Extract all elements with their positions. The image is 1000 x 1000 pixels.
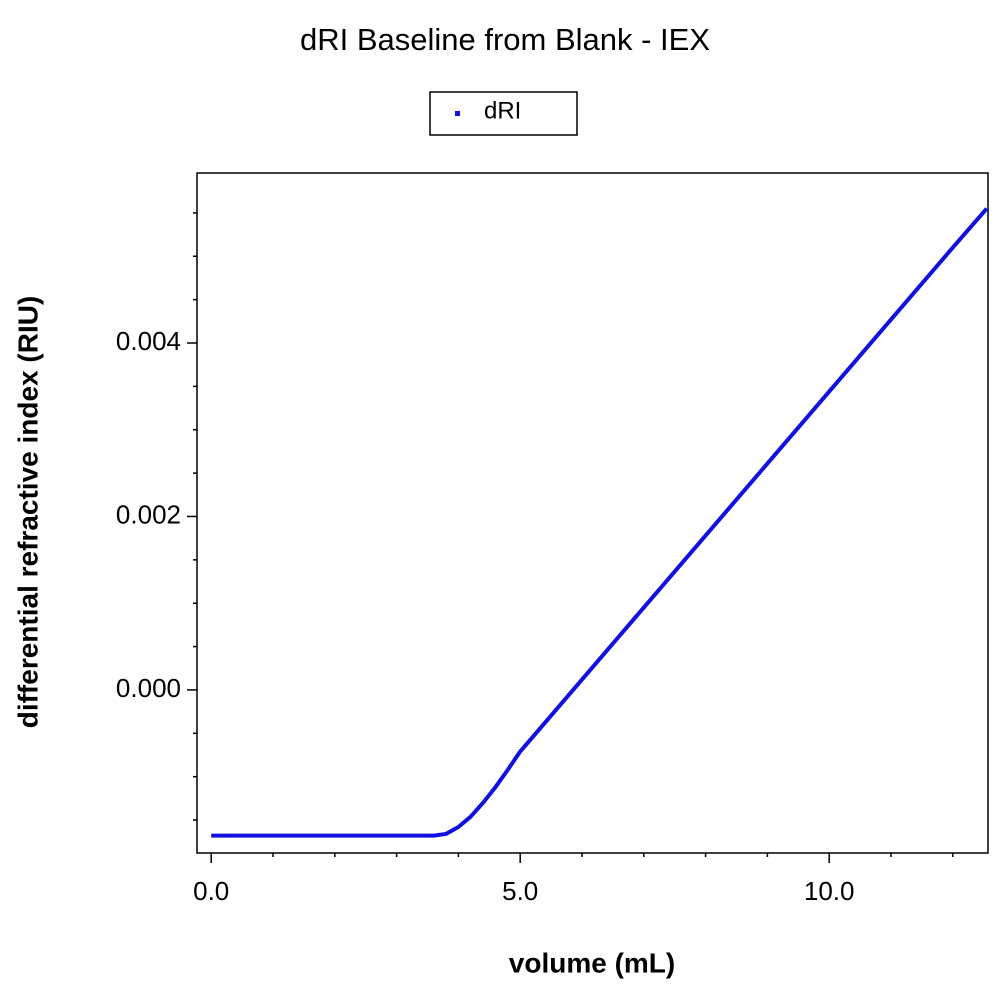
chart-title: dRI Baseline from Blank - IEX xyxy=(300,22,710,57)
legend-marker xyxy=(455,111,460,116)
legend-box xyxy=(429,91,578,136)
plot-frame xyxy=(196,172,989,854)
x-axis-label: volume (mL) xyxy=(509,947,675,978)
y-tick-label: 0.004 xyxy=(116,326,181,356)
y-axis-label: differential refractive index (RIU) xyxy=(12,296,43,729)
data-line xyxy=(211,207,989,838)
y-tick-label: 0.002 xyxy=(116,499,181,529)
x-tick-label: 5.0 xyxy=(502,876,538,906)
x-tick-label: 10.0 xyxy=(804,876,855,906)
y-tick-label: 0.000 xyxy=(116,673,181,703)
legend-label: dRI xyxy=(484,97,521,124)
x-tick-label: 0.0 xyxy=(193,876,229,906)
